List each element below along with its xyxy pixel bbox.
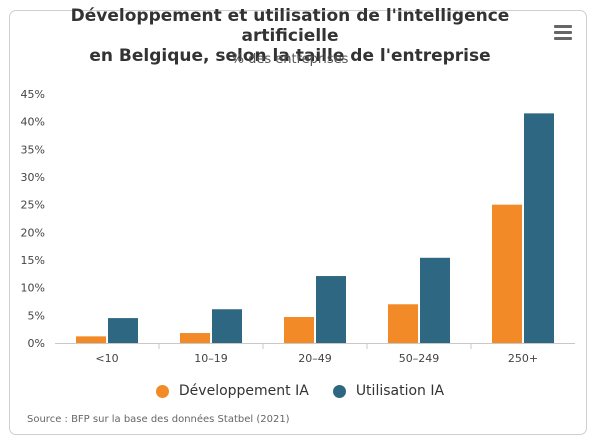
bar-developpement bbox=[76, 336, 106, 343]
x-tick-label: <10 bbox=[95, 352, 118, 365]
legend-marker-utilisation bbox=[332, 384, 346, 398]
chart-legend: Développement IA Utilisation IA bbox=[0, 383, 600, 399]
x-tick-label: 10–19 bbox=[194, 352, 228, 365]
bar-utilisation bbox=[108, 318, 138, 343]
legend-label-utilisation: Utilisation IA bbox=[355, 383, 445, 399]
chart-subtitle: % des entreprises bbox=[231, 52, 349, 67]
y-tick-label: 40% bbox=[21, 116, 45, 129]
source-note: Source : BFP sur la base des données Sta… bbox=[27, 414, 290, 425]
y-tick-label: 15% bbox=[21, 254, 45, 267]
bar-utilisation bbox=[316, 276, 346, 343]
legend-item-utilisation[interactable]: Utilisation IA bbox=[332, 383, 445, 399]
chart-title-line-2: en Belgique, selon la taille de l'entrep… bbox=[89, 46, 491, 66]
bar-utilisation bbox=[524, 113, 554, 343]
hamburger-menu-icon[interactable] bbox=[553, 23, 573, 41]
chart-title-line-1: Développement et utilisation de l'intell… bbox=[70, 6, 510, 46]
x-tick-label: 20–49 bbox=[298, 352, 332, 365]
y-tick-label: 10% bbox=[21, 282, 45, 295]
y-tick-label: 30% bbox=[21, 171, 45, 184]
y-tick-label: 5% bbox=[28, 309, 45, 322]
bar-utilisation bbox=[212, 309, 242, 343]
x-tick-label: 250+ bbox=[508, 352, 538, 365]
x-tick-label: 50–249 bbox=[399, 352, 440, 365]
y-tick-label: 25% bbox=[21, 199, 45, 212]
bar-developpement bbox=[492, 204, 522, 343]
bar-developpement bbox=[284, 316, 314, 343]
chart-container bbox=[9, 10, 587, 435]
chart-title: Développement et utilisation de l'intell… bbox=[20, 6, 560, 66]
y-tick-label: 35% bbox=[21, 143, 45, 156]
legend-item-developpement[interactable]: Développement IA bbox=[155, 383, 309, 399]
y-tick-label: 0% bbox=[28, 337, 45, 350]
y-tick-label: 45% bbox=[21, 88, 45, 101]
bar-developpement bbox=[180, 333, 210, 343]
y-tick-label: 20% bbox=[21, 226, 45, 239]
legend-label-developpement: Développement IA bbox=[178, 383, 309, 399]
bar-utilisation bbox=[420, 257, 450, 343]
legend-marker-developpement bbox=[155, 384, 169, 398]
bar-developpement bbox=[388, 304, 418, 343]
